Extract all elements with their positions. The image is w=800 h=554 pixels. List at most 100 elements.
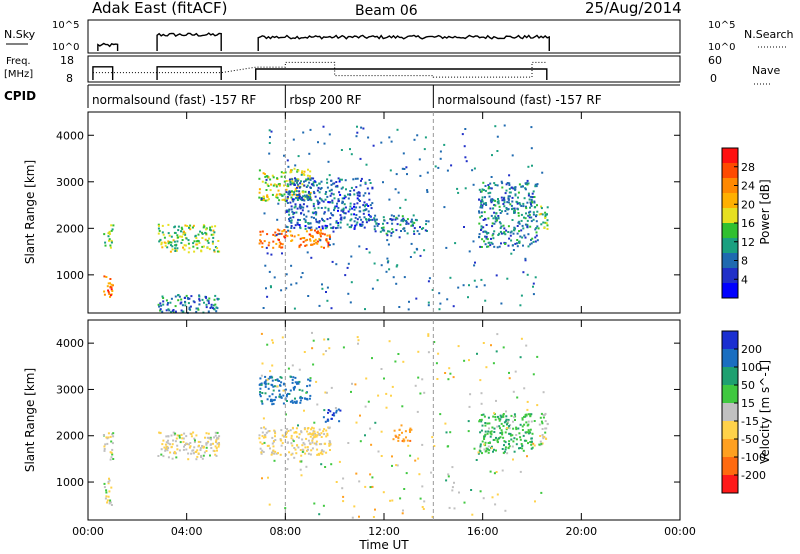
power-cell	[166, 246, 169, 249]
power-cell	[406, 232, 409, 235]
power-cell	[386, 222, 389, 225]
power-cell	[403, 227, 406, 230]
velocity-cell	[110, 451, 113, 454]
power-cell	[337, 177, 340, 180]
velocity-cell	[188, 446, 191, 449]
velocity-cell	[449, 431, 452, 434]
power-cell	[316, 189, 319, 192]
power-cell	[177, 229, 180, 232]
power-cell	[309, 178, 312, 181]
velocity-cell	[162, 439, 165, 442]
power-cell	[530, 203, 532, 206]
power-cell	[385, 232, 388, 235]
velocity-cell	[270, 383, 273, 386]
power-cell	[323, 220, 326, 223]
power-cell	[456, 187, 459, 190]
power-cell	[457, 286, 460, 289]
velocity-cell	[290, 437, 293, 440]
power-cell	[285, 188, 288, 191]
power-colorbar-swatch	[722, 193, 738, 209]
velocity-cell	[280, 396, 283, 399]
power-cell	[304, 221, 307, 223]
power-cell	[174, 250, 177, 252]
velocity-cell	[477, 451, 480, 454]
power-cell	[332, 226, 335, 229]
nave-tick-high: 60	[708, 54, 722, 67]
velocity-cell	[187, 452, 190, 455]
power-cell	[280, 232, 283, 235]
power-cell	[332, 214, 335, 217]
power-cell	[536, 183, 539, 186]
power-cell	[291, 198, 294, 201]
power-cell	[265, 287, 267, 290]
power-cell	[203, 301, 205, 304]
power-cell	[527, 245, 530, 248]
power-cell	[418, 158, 421, 161]
power-cell	[328, 174, 331, 177]
freq-tick-low: 8	[66, 72, 73, 85]
power-cell	[169, 250, 172, 253]
power-cell	[520, 219, 523, 222]
velocity-cell	[513, 413, 516, 416]
velocity-cell	[109, 451, 112, 454]
velocity-cell	[311, 331, 313, 334]
velocity-cell	[279, 376, 282, 379]
velocity-cell	[283, 435, 285, 438]
power-cell	[527, 214, 530, 217]
velocity-cell	[270, 453, 273, 456]
power-cell	[111, 228, 114, 231]
power-cell	[177, 294, 179, 297]
velocity-cell	[325, 451, 328, 454]
velocity-cell	[397, 353, 400, 355]
velocity-cell	[173, 433, 176, 436]
velocity-cell	[204, 436, 206, 439]
power-cell	[508, 184, 511, 186]
power-cell	[162, 303, 165, 306]
velocity-cell	[354, 383, 357, 386]
velocity-cell	[539, 416, 542, 419]
power-cell	[360, 126, 363, 129]
power-cell	[105, 276, 108, 278]
velocity-cell	[280, 444, 283, 447]
velocity-cell	[499, 427, 501, 430]
power-cell	[269, 178, 272, 181]
velocity-cell	[399, 497, 402, 500]
velocity-cell	[264, 392, 267, 395]
power-cell	[317, 186, 320, 189]
power-cell	[198, 294, 201, 297]
power-cell	[479, 216, 482, 219]
power-cell	[365, 221, 368, 224]
power-cell	[170, 241, 173, 244]
velocity-cell	[316, 453, 319, 456]
velocity-cell	[421, 443, 424, 446]
power-cell	[391, 222, 394, 225]
power-cell	[309, 239, 312, 242]
power-cell	[335, 227, 337, 230]
velocity-cell	[112, 435, 115, 438]
velocity-cell	[167, 442, 170, 445]
power-cell	[266, 196, 269, 199]
power-cell	[403, 229, 406, 232]
power-cell	[491, 234, 494, 237]
velocity-cell	[261, 392, 264, 394]
velocity-cell	[320, 443, 323, 446]
power-cell	[320, 232, 323, 235]
velocity-cell	[301, 444, 304, 447]
power-cell	[347, 193, 349, 196]
power-cell	[405, 221, 408, 224]
power-cell	[258, 177, 261, 180]
velocity-cell	[405, 472, 408, 475]
velocity-cell	[515, 434, 518, 436]
velocity-cell	[445, 431, 448, 434]
power-cell	[353, 220, 356, 223]
velocity-cell	[507, 420, 510, 423]
velocity-cell	[521, 425, 524, 428]
velocity-cell	[516, 396, 519, 399]
power-cell	[362, 212, 365, 215]
power-cell	[421, 227, 423, 230]
velocity-cell	[267, 387, 270, 390]
power-cell	[274, 234, 277, 237]
power-cell	[292, 200, 295, 203]
power-cell	[319, 188, 322, 191]
